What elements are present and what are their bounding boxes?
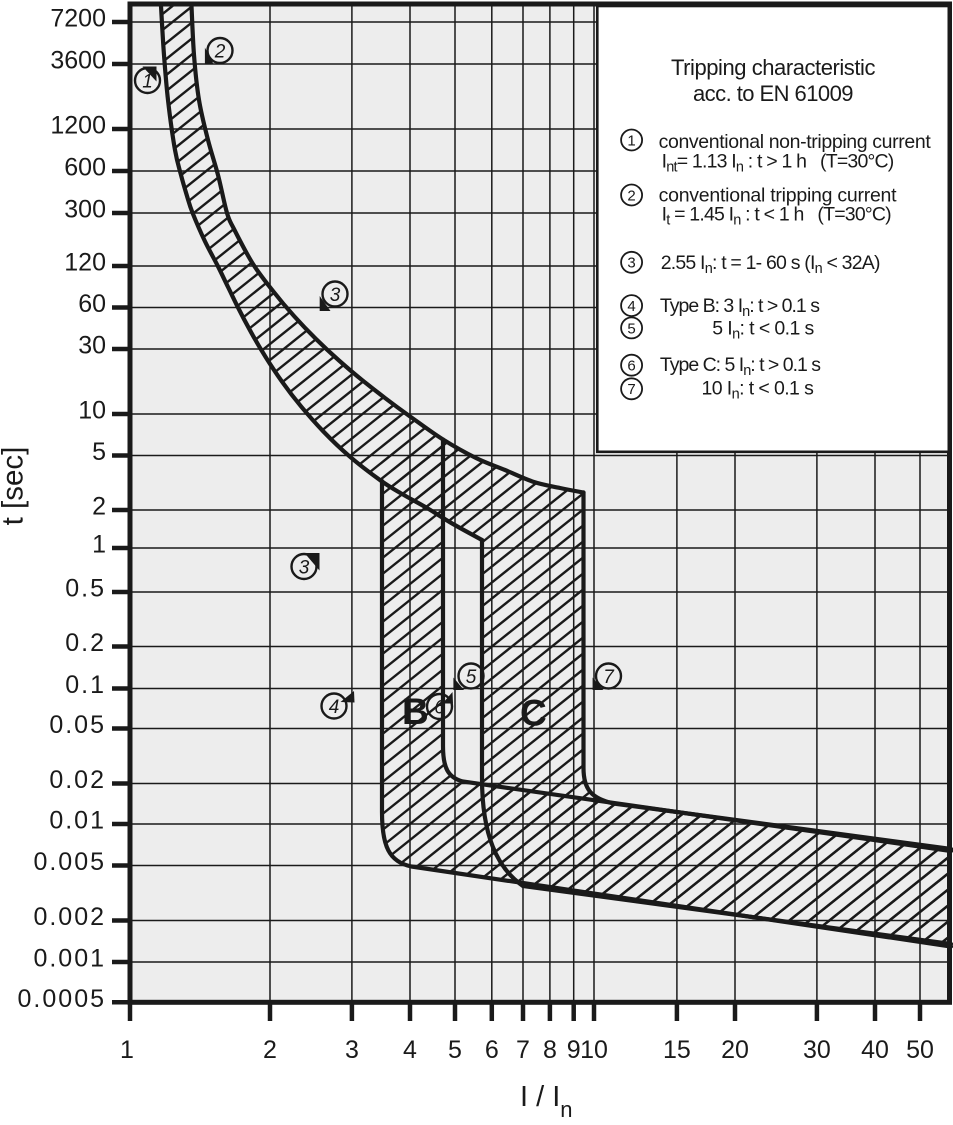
svg-text:0.2: 0.2 [65, 629, 106, 657]
svg-text:30: 30 [78, 332, 106, 360]
svg-text:7200: 7200 [50, 5, 106, 33]
svg-text:Int= 1.13 In : t > 1 h (T=30: Int= 1.13 In : t > 1 h (T=30°C) [662, 151, 894, 176]
svg-text:2: 2 [92, 493, 106, 521]
svg-text:9: 9 [567, 1036, 581, 1064]
svg-text:1: 1 [120, 1036, 134, 1064]
svg-text:conventional tripping current: conventional tripping current [659, 184, 898, 206]
svg-text:50: 50 [906, 1036, 934, 1064]
svg-text:2.55 In: t = 1- 60 s (In < 32A: 2.55 In: t = 1- 60 s (In < 32A) [661, 252, 880, 277]
svg-text:3: 3 [330, 285, 341, 306]
svg-text:40: 40 [861, 1036, 889, 1064]
svg-text:0.002: 0.002 [33, 903, 106, 931]
svg-text:5 In: t < 0.1 s: 5 In: t < 0.1 s [712, 317, 814, 342]
svg-text:5: 5 [448, 1036, 462, 1064]
svg-text:4: 4 [403, 1036, 417, 1064]
svg-text:Type B: 3 In: t > 0.1 s: Type B: 3 In: t > 0.1 s [660, 295, 820, 320]
svg-text:6: 6 [434, 697, 445, 718]
svg-text:30: 30 [803, 1036, 831, 1064]
svg-text:20: 20 [721, 1036, 749, 1064]
svg-text:60: 60 [78, 290, 106, 318]
svg-text:6: 6 [485, 1036, 499, 1064]
svg-text:acc. to EN 61009: acc. to EN 61009 [693, 81, 853, 106]
svg-text:120: 120 [64, 249, 106, 277]
svg-text:0.05: 0.05 [49, 711, 106, 739]
svg-text:2: 2 [263, 1036, 277, 1064]
svg-text:3600: 3600 [50, 47, 106, 75]
svg-text:0.001: 0.001 [33, 945, 106, 973]
svg-text:0.1: 0.1 [65, 671, 106, 699]
svg-text:t [sec]: t [sec] [0, 447, 30, 526]
svg-text:B: B [402, 691, 429, 732]
svg-text:4: 4 [627, 298, 635, 315]
svg-text:10: 10 [78, 397, 106, 425]
svg-text:10: 10 [580, 1036, 608, 1064]
svg-text:Tripping characteristic: Tripping characteristic [671, 55, 875, 80]
svg-text:15: 15 [663, 1036, 691, 1064]
svg-text:1200: 1200 [50, 112, 106, 140]
svg-text:8: 8 [543, 1036, 557, 1064]
svg-text:7: 7 [627, 381, 635, 398]
svg-text:4: 4 [329, 697, 340, 718]
svg-text:5: 5 [627, 320, 635, 337]
svg-text:600: 600 [64, 154, 106, 182]
svg-text:5: 5 [92, 438, 106, 466]
svg-text:2: 2 [214, 41, 226, 62]
svg-text:Type C: 5 In: t > 0.1 s: Type C: 5 In: t > 0.1 s [660, 354, 821, 379]
svg-text:0.0005: 0.0005 [18, 985, 106, 1013]
svg-text:3: 3 [627, 255, 635, 272]
svg-text:10 In: t < 0.1 s: 10 In: t < 0.1 s [702, 377, 815, 402]
svg-text:3: 3 [345, 1036, 359, 1064]
svg-text:conventional non-tripping curr: conventional non-tripping current [659, 131, 932, 153]
svg-text:0.005: 0.005 [33, 848, 106, 876]
svg-text:1: 1 [92, 531, 106, 559]
svg-text:0.5: 0.5 [65, 575, 106, 603]
svg-text:7: 7 [603, 667, 615, 688]
svg-text:0.02: 0.02 [49, 766, 106, 794]
svg-text:3: 3 [299, 557, 310, 578]
svg-text:5: 5 [466, 667, 477, 688]
svg-text:1: 1 [627, 132, 635, 149]
svg-text:2: 2 [627, 187, 635, 204]
svg-text:300: 300 [64, 196, 106, 224]
svg-text:C: C [520, 693, 547, 734]
svg-text:7: 7 [516, 1036, 530, 1064]
svg-text:6: 6 [627, 358, 635, 375]
svg-text:1: 1 [142, 71, 153, 92]
svg-text:0.01: 0.01 [49, 807, 106, 835]
svg-text:It = 1.45 In : t < 1 h (T=30: It = 1.45 In : t < 1 h (T=30°C) [662, 204, 892, 229]
